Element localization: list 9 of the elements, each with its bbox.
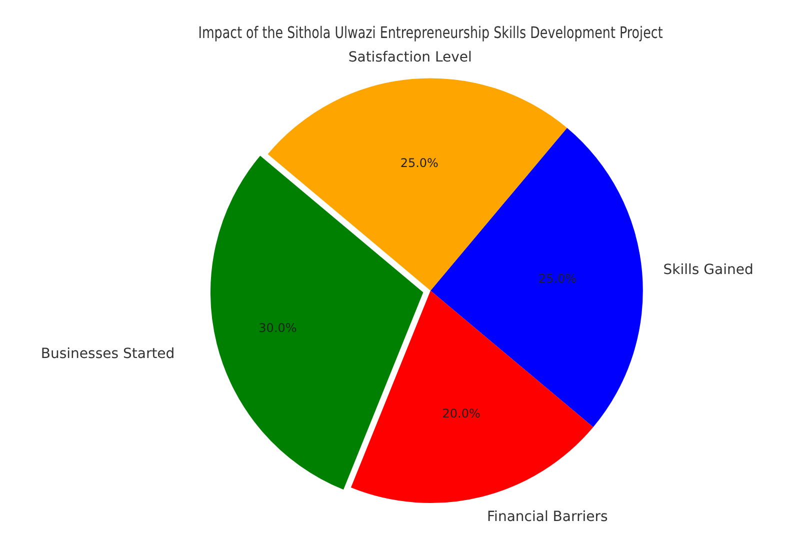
- data-label: 25.0%: [400, 156, 438, 170]
- slice-label: Satisfaction Level: [348, 49, 472, 66]
- slice-label: Financial Barriers: [487, 508, 608, 525]
- chart-title: Impact of the Sithola Ulwazi Entrepreneurship Skills Development Project: [198, 24, 664, 42]
- slice-label: Businesses Started: [40, 346, 175, 362]
- data-label: 20.0%: [442, 406, 480, 420]
- data-label: 25.0%: [538, 272, 577, 286]
- data-label: 30.0%: [258, 320, 297, 335]
- slice-label: Skills Gained: [663, 262, 754, 278]
